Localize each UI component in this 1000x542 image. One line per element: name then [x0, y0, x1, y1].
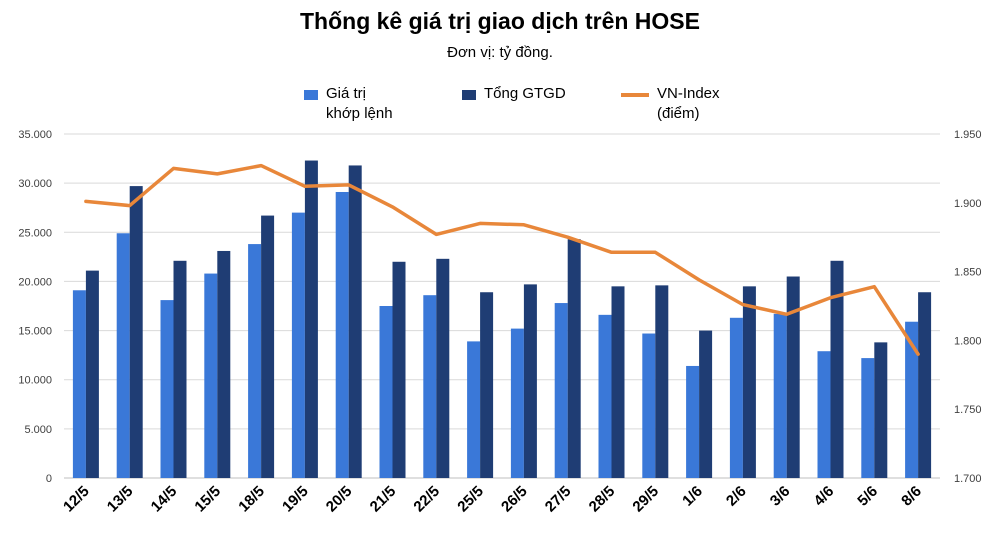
y-right-tick-label: 1.700	[954, 473, 982, 485]
bar-match-value	[642, 333, 656, 478]
bar-match-value	[72, 290, 86, 478]
y-left-tick-label: 10.000	[18, 375, 52, 387]
bar-total-value	[392, 261, 406, 478]
chart-title: Thống kê giá trị giao dịch trên HOSE	[300, 8, 700, 34]
bar-total-value	[173, 260, 187, 478]
x-tick-label: 5/6	[854, 483, 881, 510]
bar-total-value	[348, 165, 362, 479]
y-left-tick-label: 35.000	[18, 129, 52, 141]
y-left-tick-label: 30.000	[18, 178, 52, 190]
legend-label: Giá trị	[326, 85, 367, 102]
bar-match-value	[248, 244, 262, 478]
bar-total-value	[918, 292, 932, 478]
x-tick-label: 27/5	[542, 483, 575, 516]
legend-swatch-total-value	[462, 90, 476, 100]
bar-match-value	[686, 365, 700, 478]
x-tick-label: 29/5	[629, 483, 662, 516]
legend-line-vnindex	[621, 93, 649, 97]
x-tick-label: 2/6	[723, 483, 750, 510]
y-left-tick-label: 5.000	[24, 424, 52, 436]
bar-match-value	[598, 314, 612, 478]
legend-label: khớp lệnh	[326, 105, 393, 122]
x-tick-label: 4/6	[811, 483, 838, 510]
legend-label: Tổng GTGD	[484, 85, 566, 102]
bar-match-value	[423, 295, 437, 478]
y-left-tick-label: 20.000	[18, 276, 52, 288]
bar-match-value	[291, 212, 305, 478]
bar-match-value	[729, 317, 743, 478]
y-left-tick-label: 25.000	[18, 227, 52, 239]
x-tick-label: 12/5	[60, 483, 93, 516]
bar-total-value	[85, 270, 99, 478]
legend-item-total-value: Tổng GTGD	[462, 84, 566, 104]
bar-total-value	[699, 330, 713, 478]
y-left-tick-label: 0	[46, 473, 52, 485]
x-tick-label: 19/5	[279, 483, 312, 516]
vnindex-line	[84, 163, 920, 356]
bar-total-value	[436, 258, 450, 478]
x-tick-label: 14/5	[148, 483, 181, 516]
y-right-tick-label: 1.850	[954, 267, 982, 279]
x-tick-label: 13/5	[104, 483, 137, 516]
legend-label: (điểm)	[657, 105, 700, 122]
x-tick-label: 18/5	[235, 483, 268, 516]
bar-total-value	[523, 284, 537, 478]
y-right-tick-label: 1.900	[954, 198, 982, 210]
x-tick-label: 8/6	[898, 483, 925, 510]
bar-total-value	[129, 186, 143, 478]
x-tick-label: 28/5	[586, 483, 619, 516]
bar-total-value	[786, 276, 800, 478]
legend-item-match-value: Giá trị khớp lệnh	[304, 84, 393, 124]
bar-match-value	[204, 273, 218, 478]
bar-match-value	[160, 300, 174, 478]
bar-match-value	[905, 321, 919, 478]
bar-total-value	[304, 160, 318, 478]
bar-match-value	[817, 351, 831, 478]
legend-swatch-match-value	[304, 90, 318, 100]
bar-total-value	[611, 286, 625, 478]
bar-total-value	[874, 342, 888, 478]
bar-total-value	[655, 285, 669, 478]
bar-total-value	[830, 260, 844, 478]
chart-subtitle: Đơn vị: tỷ đồng.	[447, 44, 553, 61]
bar-match-value	[510, 328, 524, 478]
legend-label: VN-Index	[657, 85, 720, 102]
bar-total-value	[742, 286, 756, 478]
x-tick-label: 20/5	[323, 483, 356, 516]
y-left-tick-label: 15.000	[18, 326, 52, 338]
bar-match-value	[335, 191, 349, 478]
bar-match-value	[467, 341, 481, 478]
bar-match-value	[379, 306, 393, 478]
legend-item-vnindex: VN-Index (điểm)	[621, 84, 720, 124]
x-tick-label: 1/6	[679, 483, 706, 510]
bar-total-value	[480, 292, 494, 478]
bar-total-value	[567, 239, 581, 478]
bar-total-value	[217, 250, 231, 478]
bar-match-value	[773, 313, 787, 478]
y-right-tick-label: 1.750	[954, 404, 982, 416]
x-tick-label: 22/5	[410, 483, 443, 516]
bar-total-value	[261, 215, 275, 478]
bar-match-value	[554, 303, 568, 478]
x-tick-label: 26/5	[498, 483, 531, 516]
y-right-tick-label: 1.800	[954, 335, 982, 347]
x-tick-label: 3/6	[767, 483, 794, 510]
y-right-tick-label: 1.950	[954, 129, 982, 141]
bar-match-value	[861, 358, 875, 478]
x-tick-label: 25/5	[454, 483, 487, 516]
x-tick-label: 21/5	[367, 483, 400, 516]
bar-match-value	[116, 233, 130, 478]
x-tick-label: 15/5	[191, 483, 224, 516]
